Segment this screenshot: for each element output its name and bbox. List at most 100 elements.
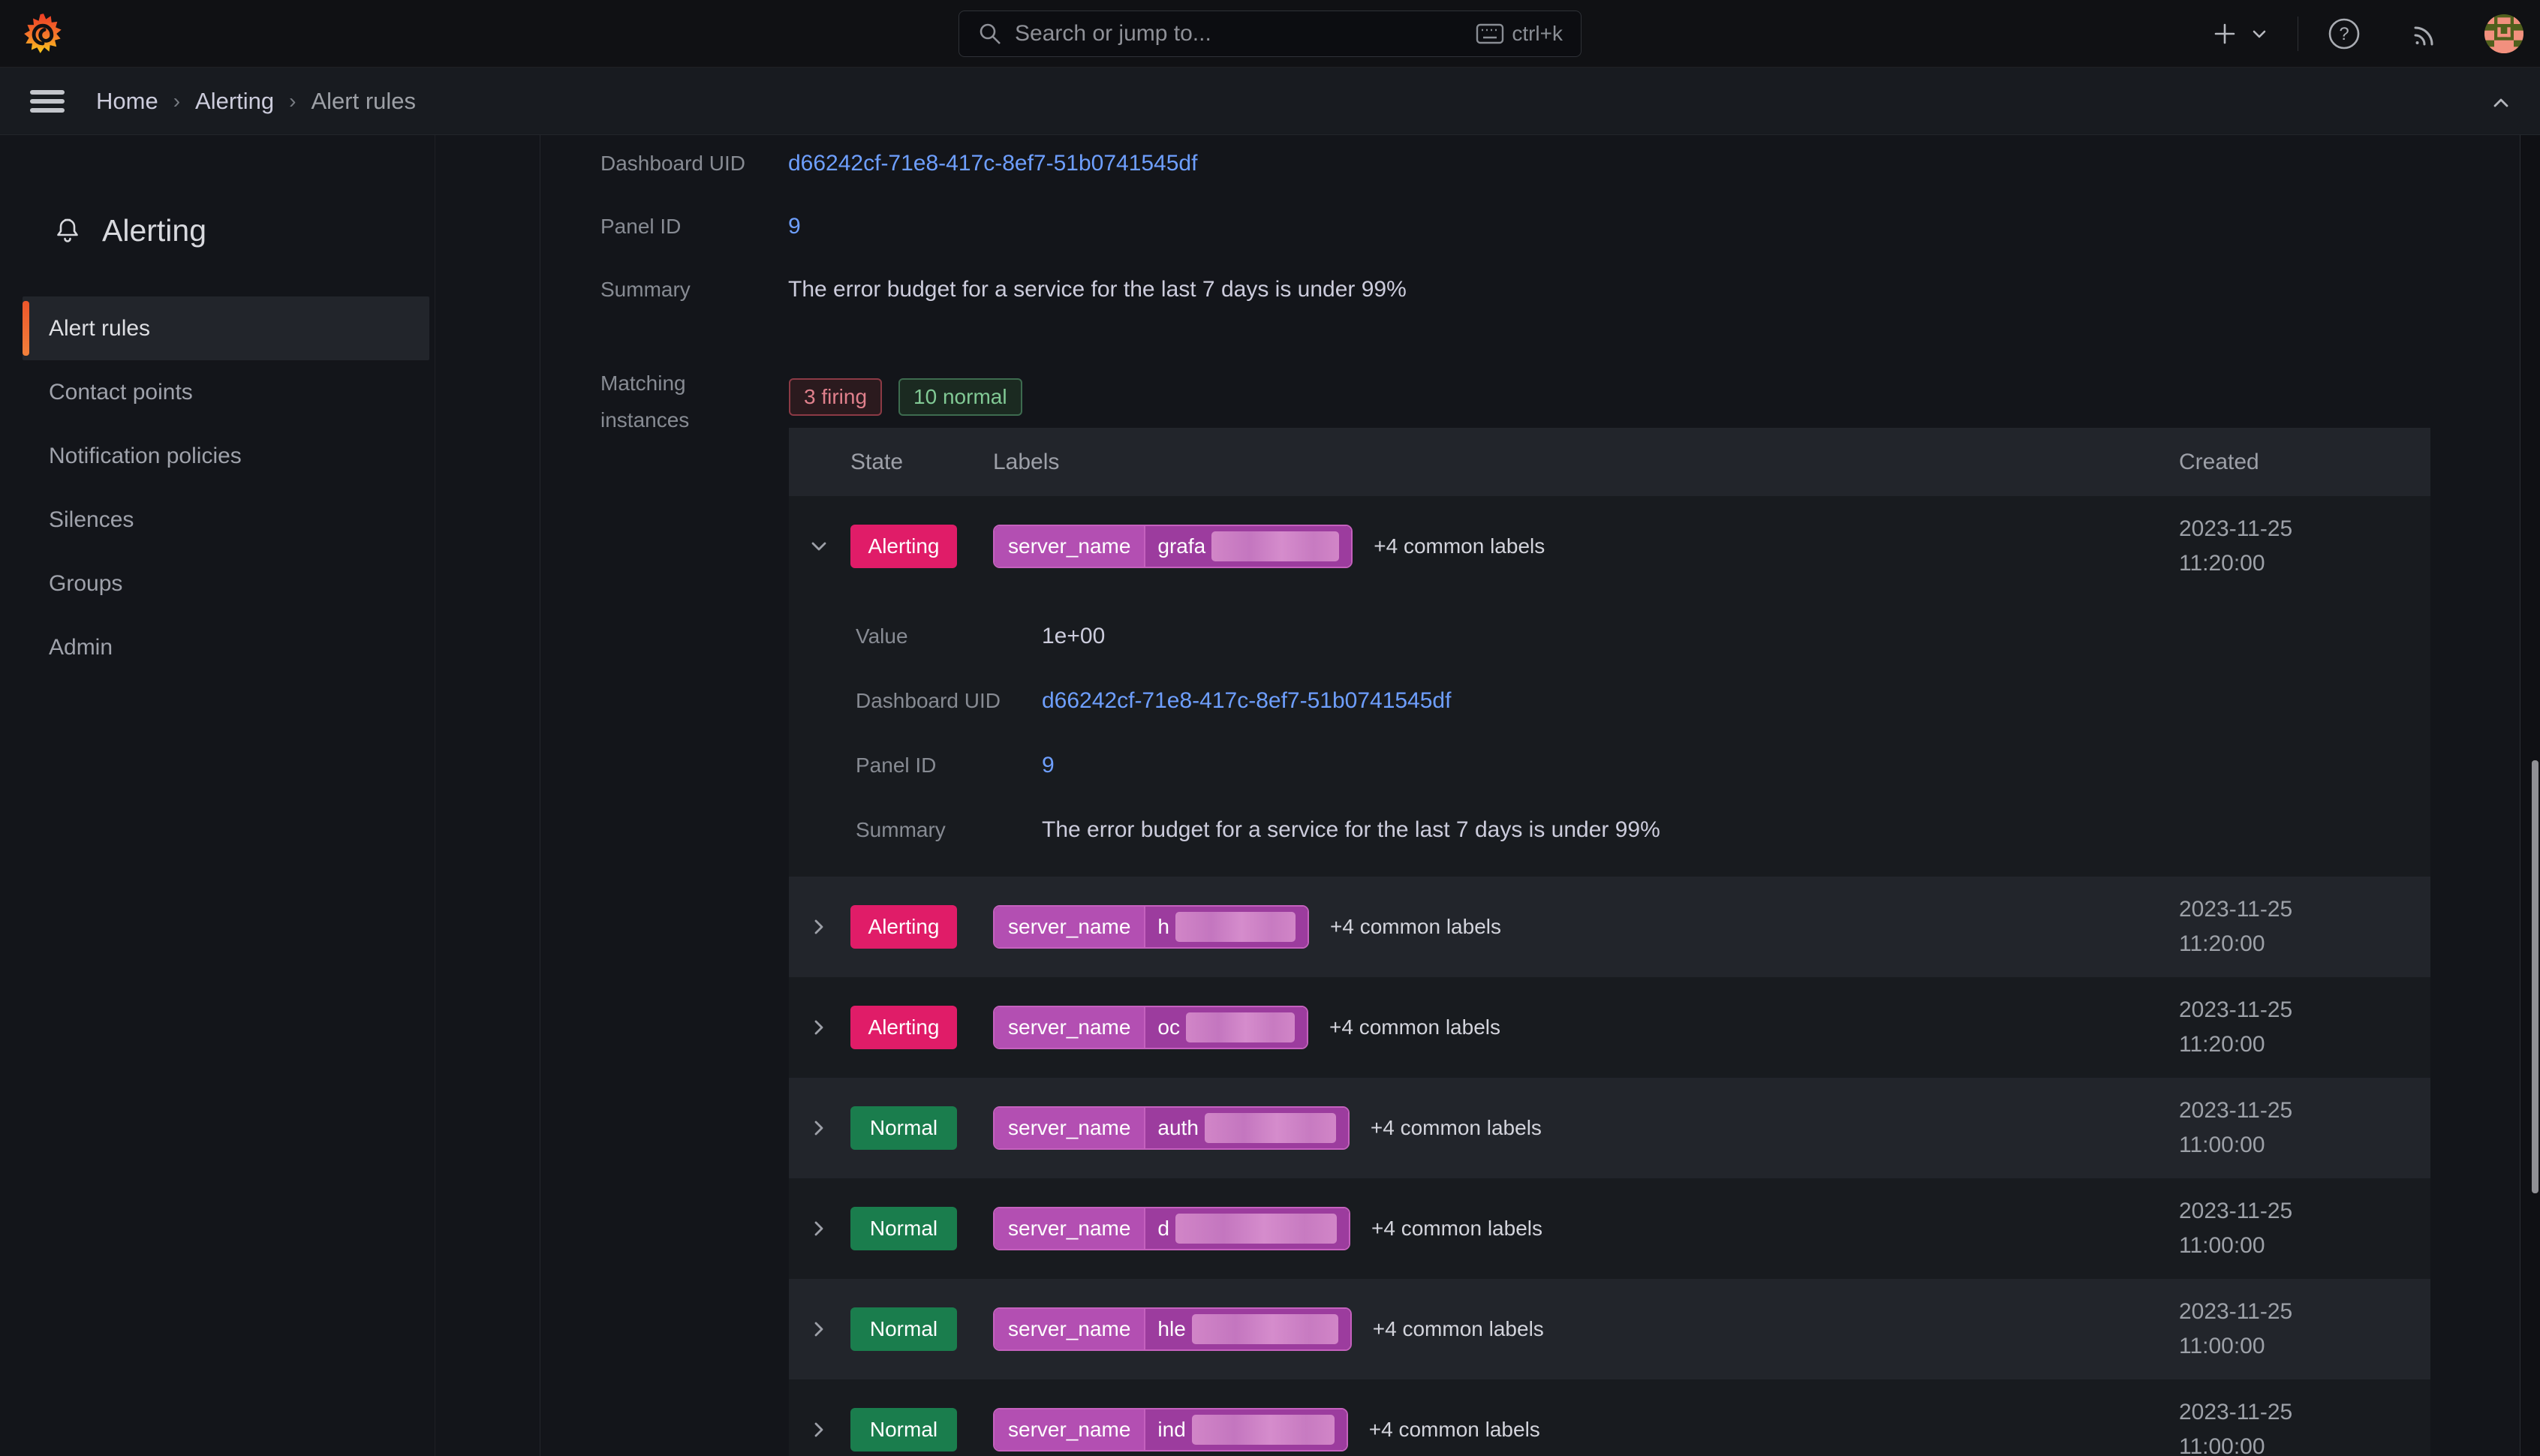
sidebar-item-alert-rules[interactable]: Alert rules [23,296,429,360]
detail-label: Summary [856,818,946,841]
label-value: grafa [1144,526,1352,567]
breadcrumb-bar: Home › Alerting › Alert rules [0,68,2540,135]
label-value-visible: auth [1157,1116,1199,1139]
state-badge: Normal [850,1408,957,1451]
breadcrumb-home[interactable]: Home [96,87,158,114]
collapse-header-chevron-up-icon[interactable] [2484,86,2517,119]
instance-detail-row: Summary The error budget for a service f… [856,798,2430,862]
created-date: 2023-11-25 [2179,897,2293,922]
expand-chevron-icon[interactable] [808,536,829,557]
dashboard-uid-link[interactable]: d66242cf-71e8-417c-8ef7-51b0741545df [788,151,1198,176]
top-nav-actions: ? [2210,0,2523,67]
news-feed-button[interactable] [2409,17,2442,50]
instance-row[interactable]: Alerting server_name grafa +4 common lab… [789,496,2430,597]
field-dashboard-uid: Dashboard UID d66242cf-71e8-417c-8ef7-51… [600,151,1198,176]
common-labels-text: +4 common labels [1368,1418,1540,1441]
detail-value: d66242cf-71e8-417c-8ef7-51b0741545df [1042,688,1452,713]
sidebar: Alerting Alert rules Contact points Noti… [0,135,435,1456]
label-key: server_name [995,1309,1145,1349]
keyboard-icon [1476,23,1504,44]
instance-row[interactable]: Alerting server_name h +4 common labels … [789,877,2430,977]
sidebar-item-admin[interactable]: Admin [49,634,113,660]
created-time: 11:00:00 [2179,1334,2265,1358]
redacted-label-value [1185,1012,1295,1042]
search-shortcut: ctrl+k [1476,22,1563,46]
instance-row[interactable]: Normal server_name hle +4 common labels … [789,1279,2430,1379]
redacted-label-value [1204,1113,1336,1143]
redacted-label-value [1191,1415,1335,1445]
created-timestamp: 2023-11-25 11:00:00 [2179,1295,2415,1364]
sidebar-item-notification-policies[interactable]: Notification policies [49,443,242,468]
instance-row[interactable]: Normal server_name ind +4 common labels … [789,1379,2430,1456]
expand-chevron-icon[interactable] [808,1319,829,1340]
scrollbar-thumb[interactable] [2532,760,2538,1193]
created-time: 11:00:00 [2179,1434,2265,1456]
label-value-visible: h [1157,915,1169,938]
menu-toggle-button[interactable] [30,86,65,117]
created-timestamp: 2023-11-25 11:00:00 [2179,1094,2415,1163]
svg-text:?: ? [2339,24,2349,44]
search-icon [980,23,1001,44]
detail-value: 9 [1042,753,1055,778]
label-pill: server_name h [993,905,1309,949]
created-timestamp: 2023-11-25 11:20:00 [2179,892,2415,961]
instance-row[interactable]: Normal server_name auth +4 common labels… [789,1078,2430,1178]
label-value: h [1144,907,1308,947]
expand-chevron-icon[interactable] [808,1118,829,1139]
instance-detail-row: Dashboard UID d66242cf-71e8-417c-8ef7-51… [856,669,2430,733]
column-header-created: Created [2179,449,2259,474]
created-timestamp: 2023-11-25 11:00:00 [2179,1194,2415,1263]
label-value-visible: hle [1157,1317,1186,1340]
detail-label: Panel ID [856,754,937,777]
created-date: 2023-11-25 [2179,1098,2293,1123]
created-timestamp: 2023-11-25 11:20:00 [2179,993,2415,1062]
main-content: Dashboard UID d66242cf-71e8-417c-8ef7-51… [435,135,2540,1456]
scrollbar-track[interactable] [2520,135,2540,1456]
created-time: 11:00:00 [2179,1133,2265,1157]
sidebar-item-groups[interactable]: Groups [49,570,123,596]
field-summary: Summary The error budget for a service f… [600,277,1407,302]
expand-chevron-icon[interactable] [808,1017,829,1038]
expand-chevron-icon[interactable] [808,1419,829,1440]
add-new-button[interactable] [2210,20,2239,48]
expand-chevron-icon[interactable] [808,1218,829,1239]
state-badge: Normal [850,1207,957,1250]
label-pill: server_name auth [993,1106,1350,1150]
label-key: server_name [995,1108,1145,1148]
instance-row[interactable]: Alerting server_name oc +4 common labels… [789,977,2430,1078]
label-pill: server_name ind [993,1408,1348,1451]
search-input[interactable]: Search or jump to... ctrl+k [959,11,1581,57]
state-badge: Alerting [850,905,957,949]
label-key: server_name [995,1409,1145,1450]
grafana-logo[interactable] [23,13,65,55]
created-time: 11:20:00 [2179,931,2265,956]
matching-instances-badges: 3 firing 10 normal [789,378,1022,416]
instances-table-header: State Labels Created [789,428,2430,496]
detail-label: Dashboard UID [856,689,1001,712]
help-button[interactable]: ? [2327,17,2361,51]
column-header-state: State [850,449,904,474]
panel-id-link[interactable]: 9 [788,214,801,239]
label-pill: server_name hle [993,1307,1352,1351]
created-time: 11:20:00 [2179,551,2265,576]
label-pill: server_name oc [993,1006,1308,1049]
user-avatar[interactable] [2484,14,2523,53]
expand-chevron-icon[interactable] [808,916,829,937]
created-timestamp: 2023-11-25 11:00:00 [2179,1395,2415,1456]
search-placeholder: Search or jump to... [1015,21,1211,46]
instance-detail-row: Panel ID 9 [856,733,2430,798]
state-badge: Alerting [850,1006,957,1049]
top-nav-bar: Search or jump to... ctrl+k ? [0,0,2540,68]
sidebar-item-contact-points[interactable]: Contact points [49,379,193,405]
normal-count-badge: 10 normal [898,378,1022,416]
sidebar-item-silences[interactable]: Silences [49,507,134,532]
matching-instances-label: Matching instances [600,372,690,432]
column-header-labels: Labels [993,449,1060,474]
add-new-chevron-down-icon[interactable] [2250,24,2269,44]
created-timestamp: 2023-11-25 11:20:00 [2179,512,2415,581]
detail-value: The error budget for a service for the l… [1042,817,1660,842]
common-labels-text: +4 common labels [1374,534,1545,558]
breadcrumb-alerting[interactable]: Alerting [195,87,275,114]
instance-row[interactable]: Normal server_name d +4 common labels 20… [789,1178,2430,1279]
label-pill: server_name grafa [993,525,1353,568]
